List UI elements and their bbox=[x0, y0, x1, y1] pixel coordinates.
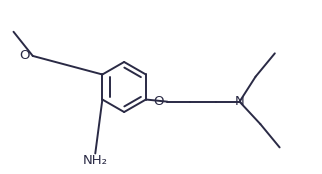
Text: N: N bbox=[235, 95, 244, 108]
Text: O: O bbox=[19, 49, 30, 62]
Text: NH₂: NH₂ bbox=[83, 154, 108, 167]
Text: O: O bbox=[154, 95, 164, 108]
